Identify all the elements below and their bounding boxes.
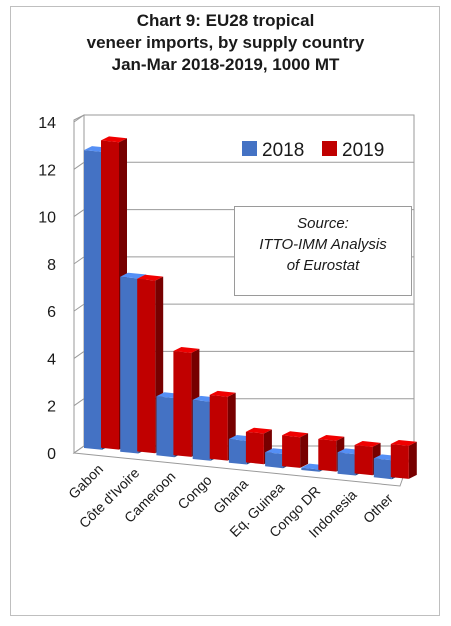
legend-swatch-2019	[322, 141, 337, 156]
bars	[84, 136, 417, 480]
y-tick-label: 4	[47, 351, 56, 368]
bar-2018-Other	[373, 458, 392, 480]
bar-2019-Eq. Guinea	[282, 435, 301, 468]
bar-2019-Côte d'Ivoire	[137, 278, 156, 454]
gridline-side	[73, 209, 85, 217]
bar-top	[120, 272, 147, 279]
y-tick-label: 12	[38, 162, 56, 179]
chart-title-line-2: veneer imports, by supply country	[86, 33, 365, 52]
bar-2018-Eq. Guinea	[265, 452, 284, 469]
bar-top	[101, 136, 127, 143]
source-line-2: ITTO-IMM Analysis	[259, 236, 387, 253]
source-line-1: Source:	[297, 215, 349, 232]
bar-2018-Cameroon	[156, 396, 175, 458]
legend-swatch-2018	[242, 141, 257, 156]
y-tick-label: 8	[47, 257, 56, 274]
bar-top	[245, 427, 272, 434]
bar-2018-Congo	[192, 399, 211, 461]
bar-2018-Congo DR	[301, 467, 320, 472]
bar-top	[137, 274, 164, 281]
gridline-side	[73, 303, 85, 312]
bar-2019-Cameroon	[173, 351, 192, 457]
bar-top	[282, 431, 309, 438]
bar-2018-Gabon	[84, 150, 102, 450]
bar-top	[318, 435, 345, 441]
bar-2018-Indonesia	[337, 452, 356, 476]
gridline-side	[73, 256, 85, 265]
x-tick-label: Congo	[174, 472, 215, 513]
gridline-side	[73, 398, 85, 407]
chart-title: Chart 9: EU28 tropical veneer imports, b…	[0, 10, 451, 76]
y-tick-label: 6	[47, 304, 56, 321]
bar-2019-Indonesia	[354, 445, 373, 476]
y-tick-label: 2	[47, 399, 56, 416]
bar-top	[209, 390, 236, 397]
legend: 2018 2019	[242, 140, 384, 161]
gridline-side	[73, 114, 85, 123]
bar-top	[354, 441, 381, 447]
bar-side	[300, 433, 309, 468]
bar-2019-Gabon	[101, 140, 119, 450]
bar-top	[173, 347, 200, 353]
bar-top	[390, 440, 417, 446]
bar-2019-Congo DR	[318, 439, 337, 472]
source-line-3: of Eurostat	[286, 257, 360, 274]
legend-label-2019: 2019	[342, 140, 384, 161]
chart-title-line-3: Jan-Mar 2018-2019, 1000 MT	[111, 55, 340, 74]
gridline-side	[73, 445, 85, 454]
bar-side	[408, 441, 417, 479]
y-tick-label: 0	[47, 446, 56, 463]
gridline-side	[73, 161, 85, 170]
bar-2018-Côte d'Ivoire	[120, 276, 139, 454]
y-axis-ticks: 0 2 4 6 8 10 12 14	[38, 115, 56, 463]
y-tick-label: 14	[38, 115, 56, 132]
legend-label-2018: 2018	[262, 140, 304, 161]
x-tick-label: Other	[360, 490, 396, 526]
bar-2019-Congo	[209, 394, 228, 461]
bar-2019-Other	[390, 444, 409, 479]
y-tick-label: 10	[38, 210, 56, 227]
source-annotation: Source: ITTO-IMM Analysis of Eurostat	[234, 206, 412, 296]
bar-2018-Ghana	[228, 439, 247, 465]
gridline-side	[73, 351, 85, 359]
chart-title-line-1: Chart 9: EU28 tropical	[136, 11, 315, 30]
bar-2019-Ghana	[245, 431, 264, 465]
